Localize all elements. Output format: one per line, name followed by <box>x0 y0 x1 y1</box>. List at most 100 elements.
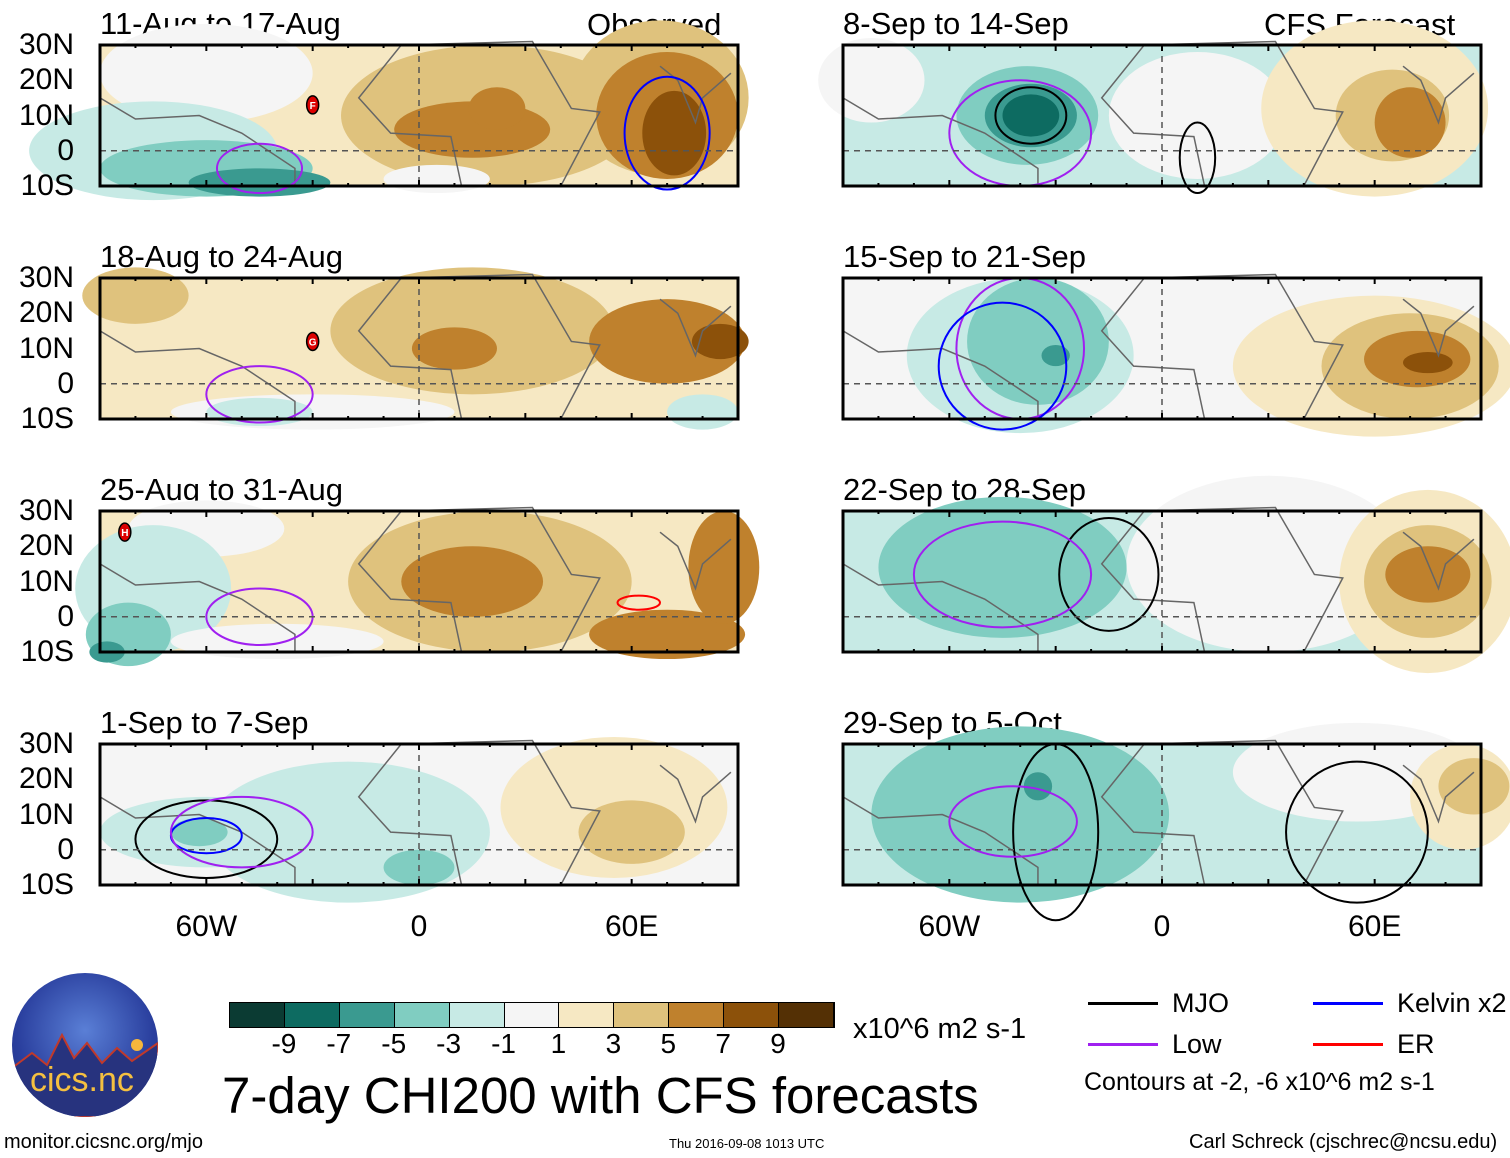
panel-title: 8-Sep to 14-Sep <box>843 6 1069 41</box>
contour-line <box>616 594 662 611</box>
panel-frame <box>841 43 1483 188</box>
field-region <box>818 37 925 123</box>
americas-coastline <box>842 796 1039 885</box>
field-region <box>667 394 738 430</box>
lon-tick-label: 60W <box>175 910 238 943</box>
colorbar-tick-label: 1 <box>550 1028 567 1059</box>
storm-label: H <box>121 528 128 539</box>
colorbar-units: x10^6 m2 s-1 <box>853 1013 1027 1045</box>
field-region <box>589 299 746 384</box>
colorbar-tick-label: -7 <box>326 1028 352 1059</box>
contour-line <box>937 301 1068 431</box>
field-region <box>967 278 1109 405</box>
colorbar-swatch <box>614 1003 670 1027</box>
colorbar-swatch <box>724 1003 780 1027</box>
contour-line <box>1058 517 1160 632</box>
panel-title: 25-Aug to 31-Aug <box>100 472 344 507</box>
india-coastline <box>659 298 732 358</box>
storm-icon <box>118 522 132 542</box>
africa-coastline <box>357 273 601 420</box>
africa-coastline <box>357 739 601 886</box>
map-panel: G <box>82 267 749 430</box>
legend-line <box>1088 1002 1158 1005</box>
lat-tick-label: 30N <box>18 28 74 61</box>
lat-tick-label: 0 <box>57 832 74 866</box>
legend-line <box>1313 1002 1383 1005</box>
field-region <box>1403 352 1453 374</box>
lon-tick-label: 0 <box>1153 910 1171 943</box>
contour-line <box>169 795 314 869</box>
map-panel <box>818 20 1489 197</box>
india-coastline <box>659 65 732 125</box>
author: Carl Schreck (cjschrec@ncsu.edu) <box>1189 1131 1498 1153</box>
panel-frame <box>98 43 740 188</box>
colorbar-tick-label: 9 <box>770 1028 786 1059</box>
map-panel: H <box>75 500 760 667</box>
field-region <box>878 496 1127 638</box>
lat-tick-label: 10S <box>20 402 74 435</box>
lat-tick-label: 30N <box>18 261 74 294</box>
contour-line <box>1178 121 1217 195</box>
colorbar-tick-label: 5 <box>660 1028 677 1059</box>
field-region <box>691 323 749 360</box>
map-panel <box>841 475 1510 674</box>
lat-tick-label: 20N <box>18 296 74 330</box>
americas-coastline <box>99 796 296 885</box>
colorbar-swatch <box>394 1003 450 1027</box>
lat-tick-label: 20N <box>18 762 74 796</box>
panel-frame <box>98 509 740 654</box>
panel-title: 18-Aug to 24-Aug <box>100 239 344 274</box>
field-region <box>170 818 228 847</box>
lat-tick-label: 10S <box>20 169 74 202</box>
india-coastline <box>1402 65 1475 125</box>
lat-tick-label: 20N <box>18 529 74 563</box>
field-region <box>1023 772 1053 801</box>
field-region <box>642 90 707 176</box>
contour-line <box>994 86 1068 145</box>
africa-coastline <box>1100 40 1344 187</box>
source-url[interactable]: monitor.cicsnc.org/mjo <box>4 1131 203 1153</box>
legend-label: Kelvin x2 <box>1397 988 1507 1018</box>
lon-tick-label: 60E <box>604 910 659 943</box>
americas-coastline <box>842 330 1039 419</box>
africa-coastline <box>1100 506 1344 653</box>
panel-frame <box>98 742 740 887</box>
lat-tick-label: 10N <box>18 98 74 132</box>
lat-tick-label: 30N <box>18 727 74 760</box>
field-region <box>468 87 526 130</box>
field-region <box>277 786 349 843</box>
field-region <box>170 623 384 660</box>
logo-text: cics.nc <box>30 1061 134 1099</box>
africa-coastline <box>357 40 601 187</box>
colorbar-tick-label: -5 <box>381 1028 407 1059</box>
lat-tick-label: 10N <box>18 797 74 831</box>
contour-line <box>912 520 1093 629</box>
colorbar-swatch <box>504 1003 560 1027</box>
contour-line <box>205 365 314 424</box>
field-region <box>411 327 497 370</box>
legend-label: Low <box>1172 1029 1222 1059</box>
colorbar-swatch <box>669 1003 725 1027</box>
colorbar <box>229 1002 835 1028</box>
lat-tick-label: 20N <box>18 63 74 97</box>
contour-line <box>1285 760 1429 904</box>
india-coastline <box>1402 531 1475 591</box>
figure-title: 7-day CHI200 with CFS forecasts <box>222 1067 979 1124</box>
lat-tick-label: 0 <box>57 599 74 633</box>
colorbar-tick-label: -3 <box>436 1028 462 1059</box>
mountain-graphic <box>12 1032 158 1117</box>
contour-line <box>215 142 304 195</box>
storm-icon <box>305 331 320 352</box>
panel-title: 22-Sep to 28-Sep <box>843 472 1087 507</box>
field-region <box>383 164 490 194</box>
timestamp: Thu 2016-09-08 1013 UTC <box>669 1136 825 1151</box>
field-region <box>100 23 313 123</box>
india-coastline <box>659 764 732 824</box>
map-panel <box>841 273 1510 437</box>
panel-frame <box>841 276 1483 421</box>
field-region <box>578 800 685 864</box>
field-region <box>1385 546 1471 603</box>
india-coastline <box>1402 298 1475 358</box>
cics-logo: cics.nc <box>12 973 158 1117</box>
field-region <box>1108 52 1287 179</box>
